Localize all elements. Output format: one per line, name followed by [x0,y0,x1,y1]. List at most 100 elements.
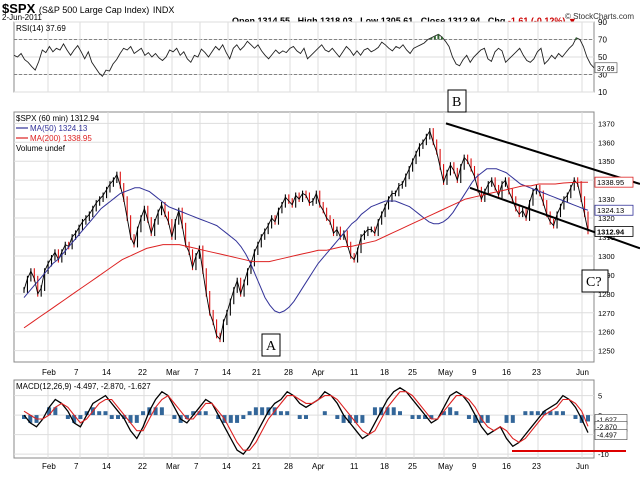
down-arrow-icon: ▼ [567,16,577,26]
macd-x-tick-label: Mar [166,462,180,471]
macd-histogram-bar [278,411,283,416]
macd-histogram-bar [297,415,302,419]
open-value: 1314.55 [257,16,291,26]
macd-x-tick-label: 18 [380,462,389,471]
macd-histogram-bar [410,415,415,419]
macd-tick-label: 5 [598,392,602,401]
macd-histogram-bar [586,415,590,422]
price-x-tick-label: 23 [532,368,541,377]
macd-histogram-bar [354,415,359,423]
price-tick-label: 1350 [598,157,615,166]
macd-histogram-bar [184,415,189,419]
macd-histogram-bar [116,415,120,419]
macd-histogram-bar [398,411,402,416]
spx-price-line [23,129,589,341]
macd-histogram-bar [372,407,377,416]
macd-histogram-bar [53,407,58,416]
macd-histogram-bar [122,415,127,419]
close-value: 1312.94 [447,16,481,26]
rsi-tick-label: 30 [598,71,607,80]
macd-histogram-bar [485,415,490,423]
price-x-tick-label: 14 [222,368,231,377]
rsi-tick-label: 70 [598,36,607,45]
macd-x-tick-label: 14 [102,462,111,471]
macd-histogram-bar [385,407,390,416]
macd-x-tick-label: Apr [312,462,325,471]
macd-histogram-bar [391,407,396,416]
price-x-tick-label: Mar [166,368,180,377]
price-tick-label: 1360 [598,138,615,147]
rsi-value-tag-text: 37.69 [597,66,615,73]
macd-histogram-bar [416,415,421,419]
price-tick-label: 1320 [598,214,615,223]
price-x-tick-label: 28 [284,368,293,377]
rsi-tick-label: 10 [598,88,607,97]
price-tick-label: 1330 [598,195,615,204]
rsi-value-tag [594,62,618,74]
rsi-tick-label: 90 [598,18,607,27]
macd-histogram-bar [304,415,308,419]
macd-legend: MACD(12,26,9) -4.497, -2.870, -1.627 [16,382,151,391]
macd-histogram-bar [141,411,146,416]
price-tick-label: 1300 [598,252,615,261]
macd-histogram-bar [65,415,70,419]
macd-x-tick-label: 11 [350,462,359,471]
macd-histogram-bar [548,411,553,416]
macd-x-tick-label: May [438,462,453,471]
price-value-tag [594,204,634,216]
chart-date: 2-Jun-2011 [2,13,42,22]
price-tick-label: 1250 [598,347,615,356]
volume-legend: Volume undef [16,144,66,153]
ma200-legend: MA(200) 1338.95 [30,134,92,143]
macd-histogram-bar [109,415,114,419]
macd-histogram-bar [153,407,158,416]
macd-x-tick-label: 22 [138,462,147,471]
macd-x-tick-label: 14 [222,462,231,471]
price-value-tag-text: 1324.13 [597,206,624,215]
macd-histogram-bar [341,415,346,423]
price-x-tick-label: 14 [102,368,111,377]
rsi-tick-label: 50 [598,53,607,62]
wave-annotation-box [261,333,281,357]
wave-annotation-label: B [452,95,461,110]
price-x-tick-label: 7 [194,368,199,377]
wave-annotation-label: C? [586,275,602,290]
macd-histogram-bar [260,407,265,416]
price-x-tick-label: 21 [252,368,261,377]
macd-histogram-bar [347,415,352,423]
wave-annotation-box [447,89,467,113]
macd-histogram-bar [429,415,434,419]
macd-histogram-bar [454,411,459,416]
macd-histogram-bar [241,415,246,419]
price-tick-label: 1310 [598,233,615,242]
ma50-line [23,168,589,314]
price-x-tick-label: Apr [312,368,325,377]
price-x-tick-label: Jun [576,368,589,377]
macd-histogram-bar [191,411,196,416]
macd-histogram-bar [159,407,164,416]
rsi-legend: RSI(14) 37.69 [16,24,66,33]
channel-lower-line [469,186,640,250]
macd-histogram-bar [47,407,52,416]
price-value-tag-text: 1312.94 [597,227,625,236]
price-x-tick-label: May [438,368,453,377]
macd-x-tick-label: 25 [408,462,417,471]
price-tick-label: 1260 [598,328,615,337]
macd-value-tag-text: -2.870 [597,424,617,431]
change-value: -1.61 (-0.12%) [507,16,566,26]
macd-histogram-bar [253,407,258,416]
macd-x-tick-label: 28 [284,462,293,471]
macd-histogram-bar [84,411,89,416]
macd-x-tick-label: 9 [472,462,477,471]
chart-header: $SPX (S&P 500 Large Cap Index) INDX 2-Ju… [0,0,640,26]
price-value-tag [594,176,634,188]
macd-histogram-bar [285,411,290,416]
high-value: 1318.03 [320,16,353,26]
macd-histogram-bar [235,415,240,423]
price-value-tag-text: 1338.95 [597,178,624,187]
macd-x-tick-label: 21 [252,462,261,471]
macd-value-tag-text: -4.497 [597,433,617,440]
macd-histogram-bar [335,415,340,419]
